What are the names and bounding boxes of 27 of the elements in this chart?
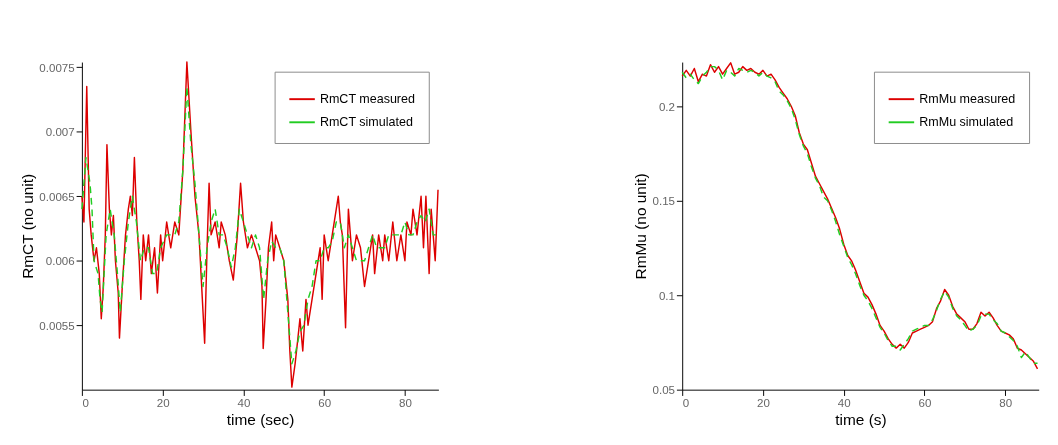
legend-label: RmMu measured — [919, 92, 1016, 107]
x-axis-title: time (sec) — [226, 410, 295, 428]
y-axis-title: RmCT (no unit) — [18, 173, 36, 279]
y-tick-label: 0.0065 — [39, 190, 75, 203]
x-tick-label: 40 — [237, 396, 251, 409]
legend-label: RmMu simulated — [919, 115, 1014, 130]
legend-label: RmCT simulated — [319, 115, 413, 130]
y-tick-label: 0.0075 — [39, 61, 75, 74]
x-tick-label: 60 — [318, 396, 332, 409]
x-tick-label: 80 — [398, 396, 412, 409]
y-tick-label: 0.006 — [45, 255, 75, 268]
x-axis-title: time (s) — [835, 410, 887, 428]
x-tick-label: 40 — [837, 396, 851, 409]
legend-label: RmCT measured — [319, 92, 415, 107]
y-tick-label: 0.007 — [45, 126, 75, 139]
x-tick-label: 0 — [82, 396, 89, 409]
y-axis-title: RmMu (no unit) — [631, 173, 649, 280]
y-tick-label: 0.0055 — [39, 319, 75, 332]
x-tick-label: 20 — [757, 396, 770, 409]
y-tick-label: 0.1 — [658, 289, 675, 302]
x-tick-label: 20 — [156, 396, 170, 409]
x-tick-label: 60 — [918, 396, 932, 409]
y-tick-label: 0.2 — [658, 100, 675, 113]
x-tick-label: 80 — [999, 396, 1013, 409]
x-tick-label: 0 — [682, 396, 690, 409]
y-tick-label: 0.05 — [652, 384, 675, 397]
y-tick-label: 0.15 — [652, 195, 675, 208]
